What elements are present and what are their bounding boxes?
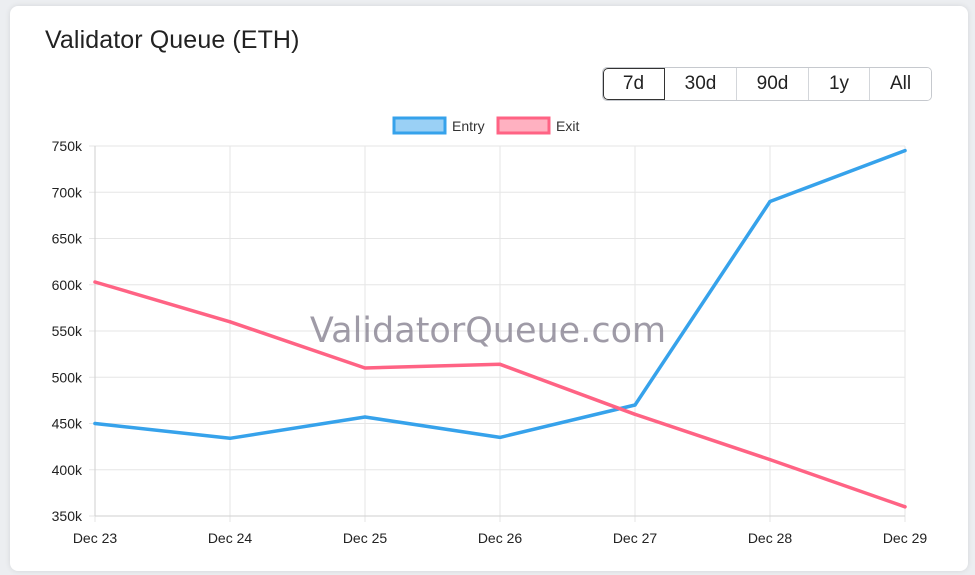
legend-label-exit: Exit [556,118,579,134]
chart-title: Validator Queue (ETH) [45,26,300,54]
range-button-90d[interactable]: 90d [737,68,809,100]
y-tick-label: 700k [52,184,83,200]
x-tick-label: Dec 27 [613,530,658,546]
data-point-entry [93,421,97,426]
range-button-30d[interactable]: 30d [665,68,737,100]
data-point-entry [498,435,502,439]
x-tick-label: Dec 23 [73,530,118,546]
data-point-entry [633,403,637,407]
data-point-exit [93,280,97,284]
data-point-exit [228,320,232,324]
x-tick-label: Dec 26 [478,530,523,546]
data-point-exit [903,505,907,509]
x-tick-label: Dec 24 [208,530,253,546]
y-tick-label: 450k [52,416,83,432]
legend-label-entry: Entry [452,118,485,134]
y-tick-label: 650k [52,231,83,247]
y-tick-label: 550k [52,323,83,339]
range-button-1y[interactable]: 1y [809,68,870,100]
data-point-entry [228,436,232,440]
x-tick-label: Dec 29 [883,530,928,546]
data-point-exit [363,366,367,370]
chart-card: Validator Queue (ETH) 7d 30d 90d 1y All [10,6,968,571]
x-tick-label: Dec 28 [748,530,793,546]
y-tick-label: 350k [52,508,83,524]
y-tick-label: 600k [52,277,83,293]
y-tick-label: 400k [52,462,83,478]
data-point-entry [768,199,772,204]
time-range-selector: 7d 30d 90d 1y All [602,67,932,101]
legend-swatch-exit [496,116,551,135]
data-point-exit [768,457,772,462]
x-tick-label: Dec 25 [343,530,388,546]
data-point-entry [363,415,367,419]
data-point-exit [633,412,637,416]
data-point-exit [498,362,502,366]
y-tick-label: 500k [52,369,83,385]
range-button-7d[interactable]: 7d [603,68,665,100]
range-button-all[interactable]: All [870,68,931,100]
watermark-text: ValidatorQueue.com [310,311,666,351]
data-point-entry [903,149,907,153]
y-tick-label: 750k [52,138,83,154]
legend-swatch-entry [392,116,447,135]
